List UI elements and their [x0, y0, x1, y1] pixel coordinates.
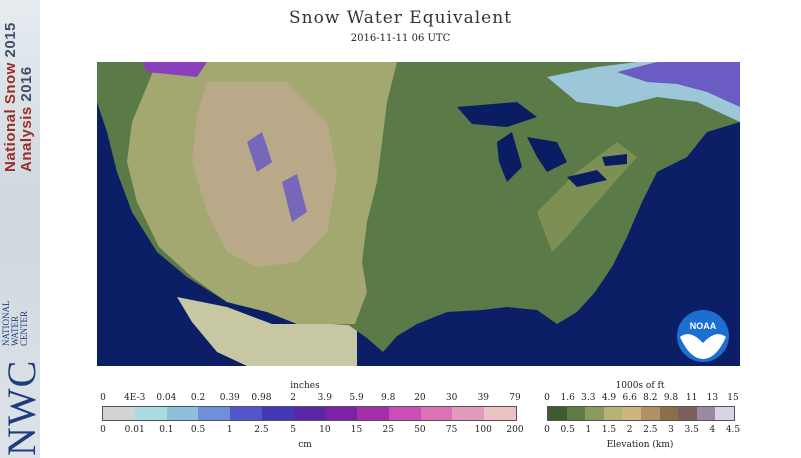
swe-colorbar: [102, 406, 517, 421]
legend-tick-label: 10: [319, 425, 331, 435]
legend-tick-label: 30: [445, 393, 458, 403]
colorbar-swatch: [566, 407, 586, 420]
colorbar-swatch: [325, 407, 358, 420]
legend-tick-label: 3.3: [581, 393, 596, 403]
nwc-logo: NWC: [0, 359, 40, 456]
legend-tick-label: 9.8: [381, 393, 396, 403]
colorbar-swatch: [166, 407, 199, 420]
colorbar-swatch: [678, 407, 697, 420]
legend-tick-label: 200: [506, 425, 524, 435]
legend-tick-label: 5: [290, 425, 296, 435]
elev-colorbar: [547, 406, 735, 421]
legend-tick-label: 5.9: [349, 393, 364, 403]
colorbar-swatch: [548, 407, 567, 420]
map-title: Snow Water Equivalent: [288, 8, 513, 28]
legend-tick-label: 15: [727, 393, 739, 403]
legend-tick-label: 4: [709, 425, 716, 435]
legend-tick-label: 2.5: [254, 425, 269, 435]
legend-tick-label: 0.2: [190, 393, 206, 403]
sidebar-title-line1: National Snow 2015: [2, 22, 19, 172]
legend-tick-label: 0.39: [219, 393, 240, 403]
legend-tick-label: 0.01: [124, 425, 145, 435]
legend-tick-label: 39: [477, 393, 490, 403]
org-name: NATIONAL WATER CENTER: [1, 300, 29, 347]
appalachians: [537, 142, 637, 252]
legend-tick-label: 0: [544, 393, 550, 403]
colorbar-swatch: [230, 407, 262, 420]
legend-tick-label: 3.5: [684, 425, 699, 435]
colorbar-swatch: [640, 407, 660, 420]
colorbar-swatch: [715, 407, 734, 420]
snow-rockies: [247, 132, 307, 222]
legend-tick-label: 4.9: [601, 393, 617, 403]
legend-tick-label: 4E-3: [124, 393, 146, 403]
legend-tick-label: 2: [290, 393, 296, 403]
snow-cascades: [142, 62, 207, 77]
legend-tick-label: 1: [585, 425, 592, 435]
legend-tick-label: 50: [414, 425, 426, 435]
colorbar-swatch: [484, 407, 516, 420]
legend-tick-label: 4.5: [725, 425, 741, 435]
colorbar-swatch: [585, 407, 604, 420]
noaa-logo: NOAA: [676, 309, 730, 363]
colorbar-swatch: [603, 407, 623, 420]
legend-tick-label: 79: [509, 393, 521, 403]
colorbar-swatch: [696, 407, 716, 420]
canada-snow-heavy: [617, 62, 740, 107]
legend-tick-label: 0: [100, 393, 106, 403]
legend-tick-label: 1.5: [601, 425, 617, 435]
colorbar-swatch: [388, 407, 421, 420]
sidebar-branding: National Snow 2015 Analysis 2016 NATIONA…: [0, 0, 40, 458]
legend-tick-label: 0.5: [560, 425, 575, 435]
legend-tick-label: 15: [350, 425, 363, 435]
rocky-mountains: [192, 82, 337, 267]
colorbar-swatch: [198, 407, 231, 420]
colorbar-swatch: [452, 407, 485, 420]
legend-tick-label: 11: [685, 393, 698, 403]
legend-tick-label: 3.9: [317, 393, 332, 403]
legend-tick-label: 0.04: [156, 393, 177, 403]
legend-tick-label: 13: [706, 393, 719, 403]
legend-tick-label: 8.2: [643, 393, 658, 403]
swe-unit-cm: cm: [298, 440, 312, 450]
colorbar-swatch: [261, 407, 294, 420]
legend-tick-label: 20: [414, 393, 426, 403]
sidebar-title-line2: Analysis 2016: [18, 66, 35, 172]
legend-tick-label: 0: [544, 425, 550, 435]
colorbar-swatch: [622, 407, 641, 420]
legend-tick-label: 6.6: [622, 393, 637, 403]
legend-tick-label: 9.8: [663, 393, 679, 403]
legend-tick-label: 1: [226, 425, 233, 435]
great-lakes: [457, 102, 627, 187]
colorbar-swatch: [293, 407, 326, 420]
snow-water-map: [97, 62, 740, 366]
legend-tick-label: 0.5: [190, 425, 206, 435]
legend-tick-label: 1.6: [560, 393, 575, 403]
legend-tick-label: 2: [626, 425, 633, 435]
legend-tick-label: 3: [668, 425, 674, 435]
legend-tick-label: 0.98: [251, 393, 272, 403]
elev-unit-km: Elevation (km): [606, 440, 674, 450]
legend-tick-label: 0.1: [159, 425, 174, 435]
legend-tick-label: 0: [100, 425, 106, 435]
colorbar-swatch: [103, 407, 135, 420]
colorbar-swatch: [659, 407, 679, 420]
colorbar-swatch: [357, 407, 389, 420]
swe-unit-inches: inches: [290, 381, 320, 391]
legend-tick-label: 100: [474, 425, 492, 435]
colorbar-swatch: [420, 407, 453, 420]
mexico-region: [177, 297, 357, 366]
colorbar-swatch: [134, 407, 167, 420]
map-date: 2016-11-11 06 UTC: [350, 33, 451, 44]
noaa-text: NOAA: [690, 321, 717, 331]
legend-tick-label: 2.5: [643, 425, 658, 435]
legend-tick-label: 75: [445, 425, 458, 435]
legend-tick-label: 25: [382, 425, 394, 435]
elev-unit-feet: 1000s of ft: [615, 381, 665, 391]
